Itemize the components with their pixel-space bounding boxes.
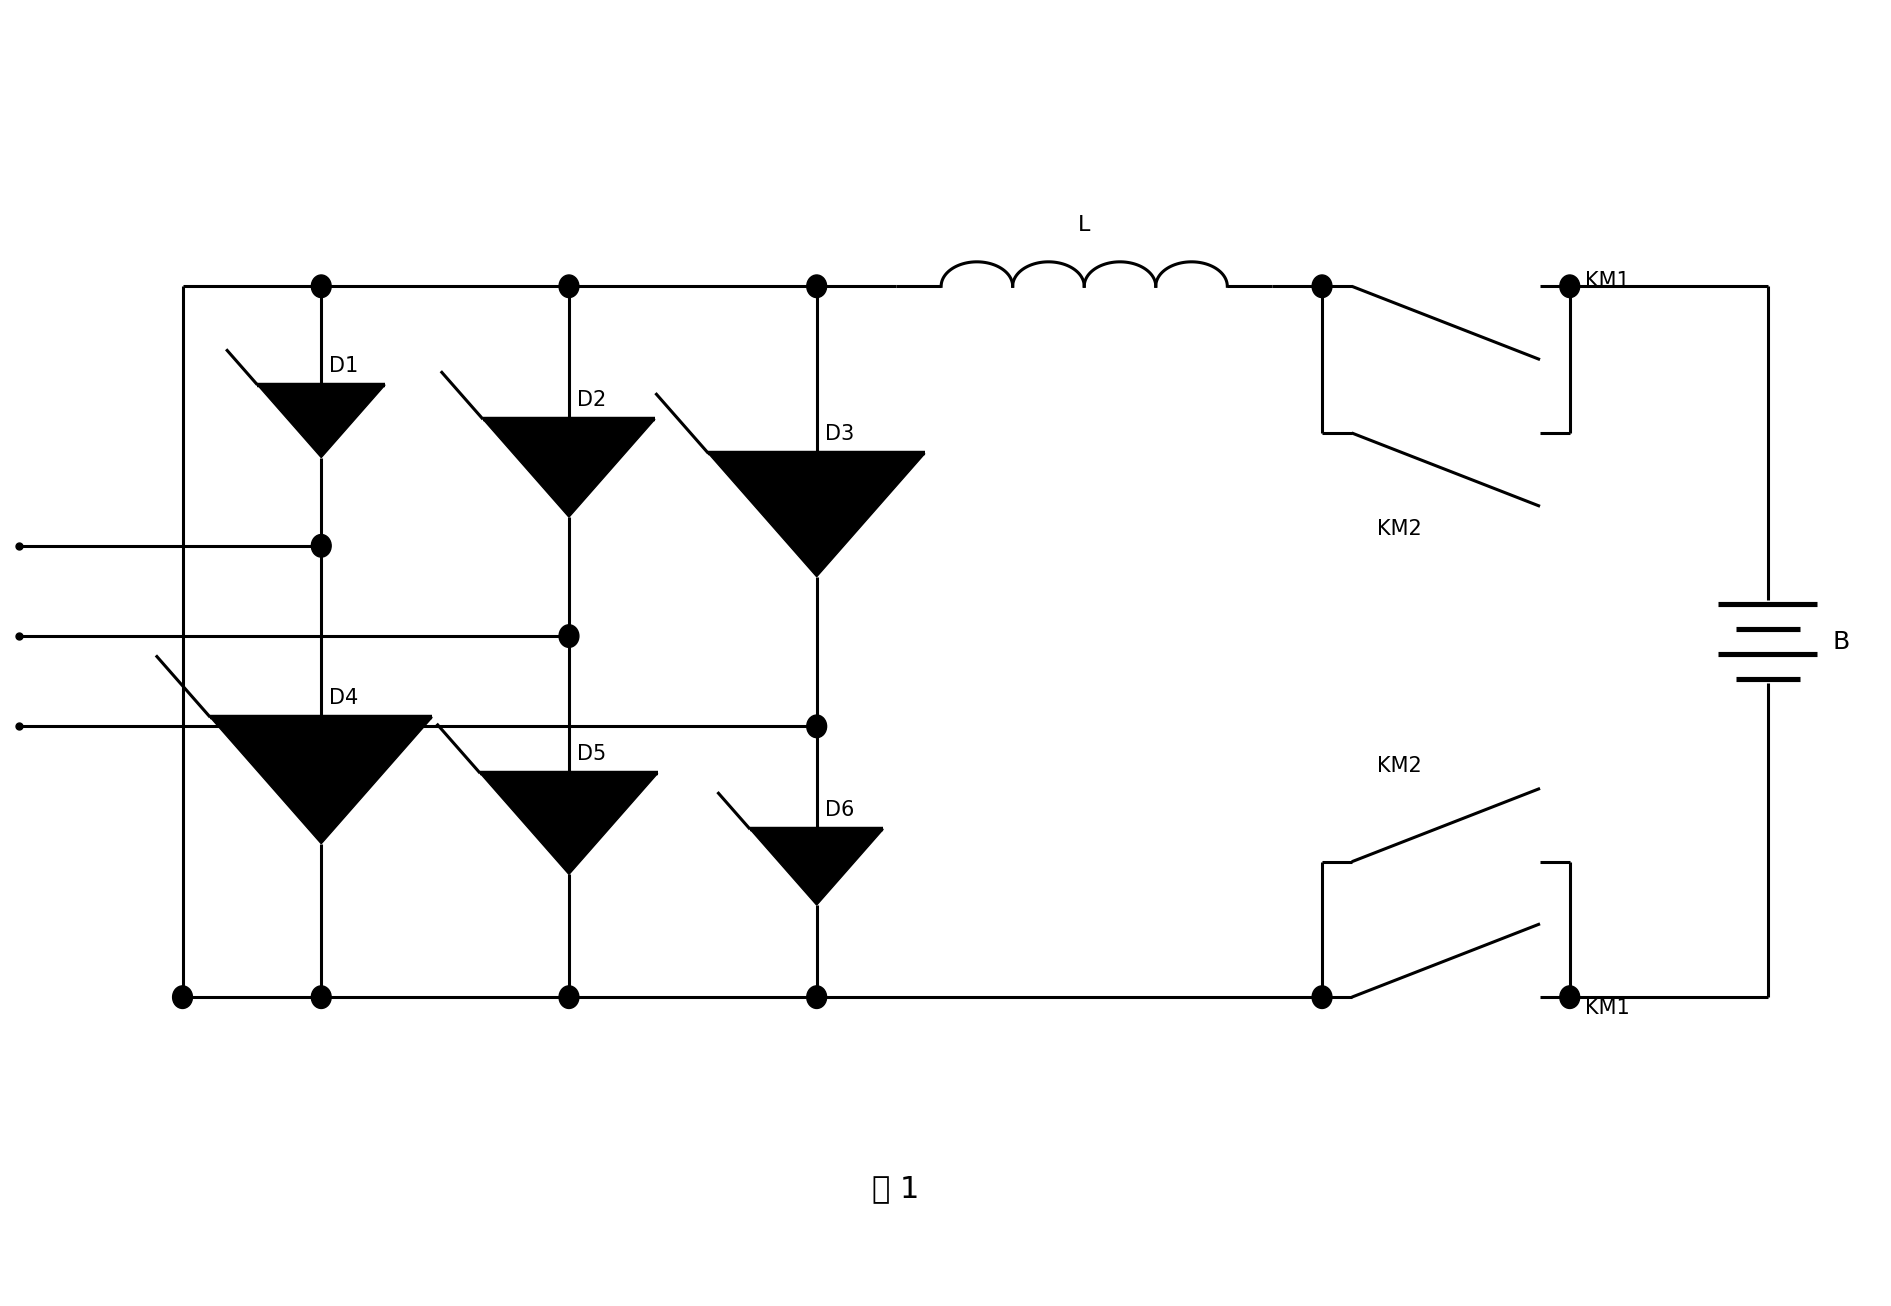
Circle shape [1560,986,1579,1008]
Circle shape [560,624,579,648]
Text: 图 1: 图 1 [872,1174,919,1204]
Text: D4: D4 [329,688,359,708]
Circle shape [560,276,579,298]
Polygon shape [709,453,925,577]
Polygon shape [480,773,658,875]
Text: D2: D2 [577,390,607,410]
Text: KM1: KM1 [1585,999,1630,1019]
Circle shape [807,986,826,1008]
Text: L: L [1078,215,1091,235]
Text: D6: D6 [824,801,855,820]
Circle shape [560,986,579,1008]
Text: KM2: KM2 [1377,518,1422,539]
Polygon shape [257,385,386,457]
Text: KM1: KM1 [1585,270,1630,291]
Circle shape [312,276,331,298]
Text: B: B [1832,629,1849,654]
Circle shape [807,276,826,298]
Circle shape [807,716,826,738]
Circle shape [172,986,193,1008]
Circle shape [1312,276,1331,298]
Circle shape [1312,986,1331,1008]
Circle shape [312,986,331,1008]
Polygon shape [482,419,654,517]
Text: D5: D5 [577,744,607,764]
Circle shape [312,534,331,558]
Text: KM2: KM2 [1377,756,1422,776]
Text: D1: D1 [329,355,359,376]
Circle shape [1560,276,1579,298]
Text: D3: D3 [824,424,855,444]
Polygon shape [210,717,433,844]
Polygon shape [751,829,883,905]
